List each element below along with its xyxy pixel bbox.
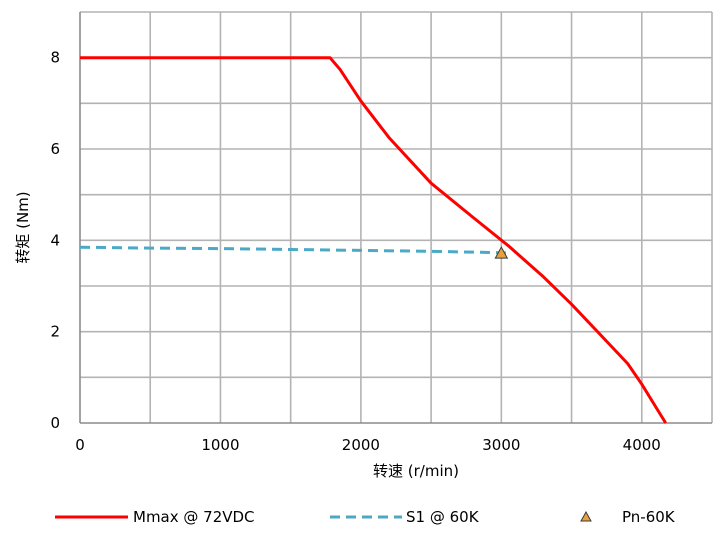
axes (79, 12, 712, 424)
y-tick-label: 6 (50, 140, 60, 158)
y-tick-label: 4 (50, 231, 60, 249)
y-tick-label: 2 (50, 323, 60, 341)
legend-item-pn: Pn-60K (580, 508, 676, 526)
x-tick-label: 3000 (482, 436, 520, 454)
y-tick-label: 8 (50, 49, 60, 67)
y-axis-title: 转矩 (Nm) (14, 191, 32, 263)
legend: Mmax @ 72VDC S1 @ 60K Pn-60K (55, 508, 676, 526)
tick-labels: 0 1000 2000 3000 4000 0 2 4 6 8 (50, 49, 660, 454)
x-tick-label: 0 (75, 436, 85, 454)
y-tick-label: 0 (50, 414, 60, 432)
x-tick-label: 2000 (342, 436, 380, 454)
x-tick-label: 1000 (201, 436, 239, 454)
x-axis-title: 转速 (r/min) (373, 462, 459, 480)
series-line-s1 (79, 245, 512, 255)
series-layer (79, 56, 667, 424)
legend-item-s1: S1 @ 60K (330, 508, 480, 526)
data-point-pn (494, 246, 509, 259)
series-line-mmax (80, 56, 667, 424)
legend-label-mmax: Mmax @ 72VDC (133, 508, 255, 526)
legend-item-mmax: Mmax @ 72VDC (55, 508, 255, 526)
grid (80, 11, 713, 423)
legend-label-s1: S1 @ 60K (406, 508, 480, 526)
legend-label-pn: Pn-60K (622, 508, 676, 526)
x-tick-label: 4000 (623, 436, 661, 454)
legend-swatch-pn (580, 510, 592, 522)
